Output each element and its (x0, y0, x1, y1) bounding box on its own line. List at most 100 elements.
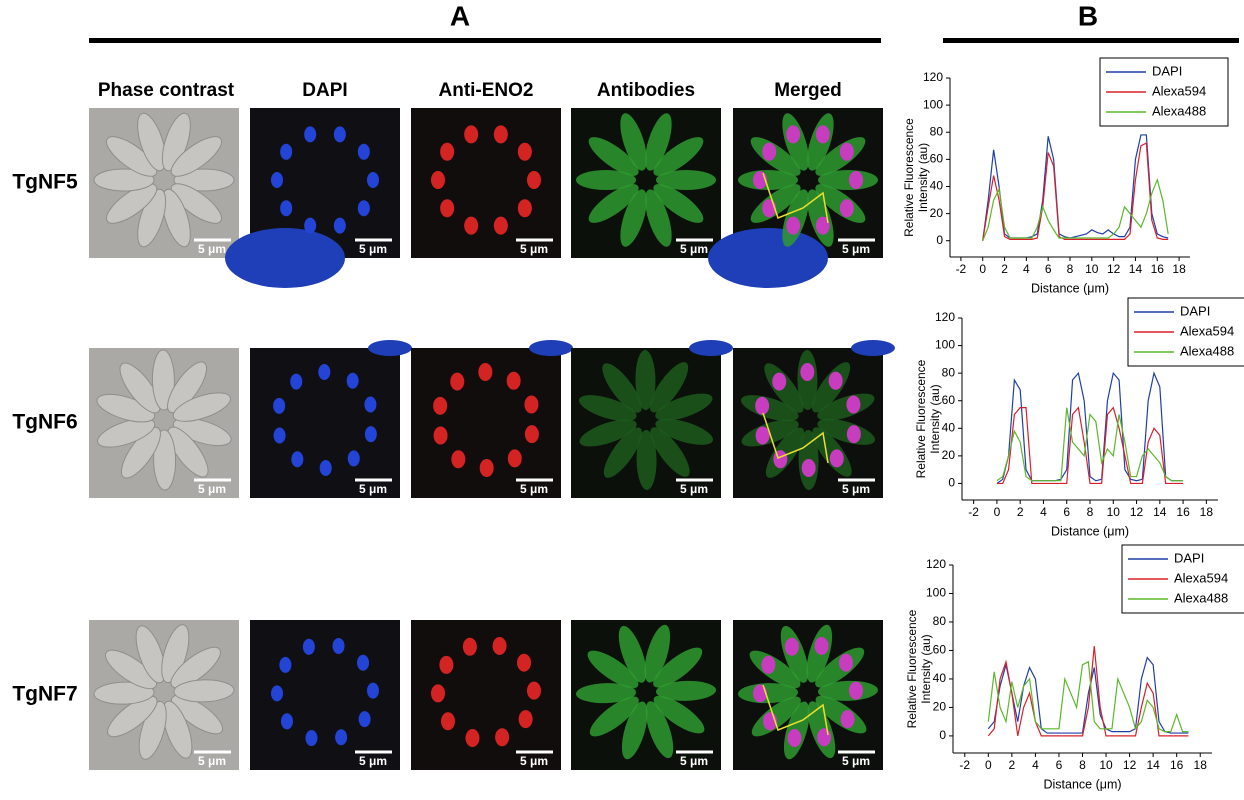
row-label: TgNF5 (12, 171, 78, 194)
x-tick-label: 16 (1151, 262, 1165, 276)
cell (170, 694, 224, 735)
nucleus (518, 710, 533, 729)
nucleus (815, 125, 830, 144)
micrograph: 5 μm (89, 348, 239, 498)
cell (153, 429, 177, 491)
nucleus (817, 728, 832, 747)
x-tick-label: 0 (985, 758, 992, 772)
cell (815, 647, 865, 688)
x-tick-label: 16 (1176, 505, 1190, 519)
nucleus (849, 171, 863, 189)
cell (106, 183, 158, 224)
x-tick-label: 8 (1087, 505, 1094, 519)
micrograph: 5 μm (89, 620, 239, 770)
x-axis-label: Distance (μm) (1051, 524, 1129, 538)
micrograph: 5 μm (225, 108, 400, 288)
y-tick-label: 0 (939, 728, 946, 742)
nucleus (280, 200, 293, 217)
nucleus (431, 684, 446, 703)
series-line (987, 646, 1189, 737)
nucleus (431, 171, 445, 189)
cell (620, 189, 647, 247)
cell (589, 696, 639, 737)
cell (138, 700, 167, 760)
cell (817, 418, 876, 445)
nucleus (507, 449, 522, 468)
cell (167, 426, 209, 478)
cell (653, 647, 703, 688)
scale-bar-label: 5 μm (680, 242, 708, 256)
scale-bar-label: 5 μm (198, 242, 226, 256)
x-tick-label: -2 (959, 758, 970, 772)
cell (750, 137, 801, 176)
scale-bar-label: 5 μm (680, 754, 708, 768)
micrograph: 5 μm (250, 620, 400, 770)
x-tick-label: 2 (1001, 262, 1008, 276)
series-line (996, 406, 1184, 485)
host-nucleus (689, 340, 733, 356)
legend-label: Alexa594 (1180, 323, 1234, 338)
nucleus (462, 637, 477, 656)
nucleus (464, 125, 479, 144)
cell (645, 113, 672, 171)
host-nucleus (851, 340, 895, 356)
cell (621, 701, 648, 760)
nucleus (755, 396, 770, 415)
x-tick-label: 18 (1172, 262, 1186, 276)
cell (645, 189, 672, 247)
cell (655, 418, 714, 445)
cell (93, 168, 155, 192)
cell (162, 700, 193, 759)
nucleus (755, 426, 770, 445)
cell (161, 112, 191, 172)
cell (603, 427, 643, 478)
y-tick-label: 60 (930, 152, 944, 166)
x-tick-label: 12 (1123, 758, 1137, 772)
nucleus (333, 126, 346, 143)
nucleus (273, 397, 286, 414)
x-tick-label: 4 (1040, 505, 1047, 519)
series-line (996, 407, 1184, 482)
cell (170, 136, 222, 177)
scale-bar-label: 5 μm (359, 754, 387, 768)
x-tick-label: -2 (956, 262, 967, 276)
y-tick-label: 0 (948, 476, 955, 490)
x-tick-label: 10 (1085, 262, 1099, 276)
micrograph: 5 μm (411, 108, 561, 258)
cell (635, 350, 656, 411)
cell (161, 624, 190, 684)
x-tick-label: 2 (1009, 758, 1016, 772)
cell (173, 168, 235, 192)
y-tick-label: 20 (933, 700, 947, 714)
cell (579, 419, 637, 447)
y-tick-label: 40 (930, 179, 944, 193)
nucleus (527, 171, 541, 189)
nucleus (439, 655, 454, 674)
nucleus (335, 729, 348, 746)
nucleus (773, 450, 788, 469)
nucleus (478, 363, 493, 382)
nucleus (784, 637, 799, 656)
nucleus (271, 172, 283, 188)
cell (137, 188, 167, 248)
legend-label: Alexa488 (1152, 103, 1206, 118)
x-tick-label: 8 (1079, 758, 1086, 772)
x-tick-label: 10 (1107, 505, 1121, 519)
nucleus (304, 126, 317, 143)
host-nucleus (368, 340, 412, 356)
cell (576, 683, 637, 704)
y-axis-label: Relative Fluorescence (902, 118, 916, 237)
cell (653, 184, 704, 223)
nucleus (786, 216, 801, 235)
nucleus (366, 682, 379, 699)
nucleus (524, 395, 539, 414)
cell (107, 695, 158, 738)
cell (93, 681, 155, 705)
cell (104, 649, 158, 690)
y-tick-label: 60 (942, 393, 956, 407)
series-line (982, 177, 1169, 241)
nucleus (839, 142, 854, 161)
nucleus (814, 636, 829, 655)
legend-label: DAPI (1174, 550, 1204, 565)
micrograph: 5 μm (708, 108, 883, 288)
